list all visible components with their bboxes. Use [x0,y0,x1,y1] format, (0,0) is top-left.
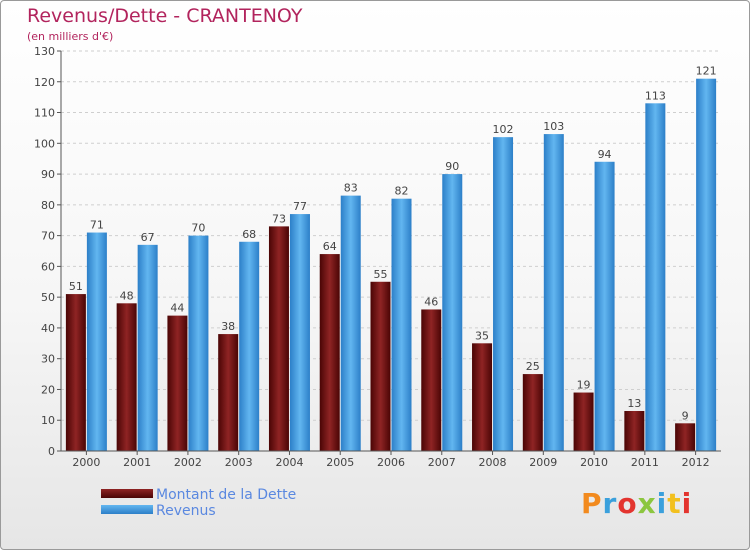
data-label-debt: 73 [272,212,286,225]
data-label-revenus: 121 [696,65,717,78]
bar-revenus [239,241,260,451]
x-tick-label: 2003 [225,456,253,469]
bar-debt [268,226,289,451]
y-tick-label: 120 [34,76,55,89]
data-label-revenus: 90 [445,160,459,173]
data-label-revenus: 94 [598,148,612,161]
logo-letter: i [681,487,693,520]
data-label-debt: 55 [374,268,388,281]
bar-debt [65,294,86,451]
data-label-debt: 38 [221,320,235,333]
logo-letter: i [656,487,668,520]
y-tick-label: 110 [34,107,55,120]
y-tick-label: 40 [41,322,55,335]
data-label-debt: 48 [120,289,134,302]
bar-revenus [442,174,463,452]
data-label-revenus: 71 [90,219,104,232]
data-label-revenus: 103 [543,120,564,133]
bar-revenus [86,232,107,451]
legend-label-debt: Montant de la Dette [156,487,297,503]
x-tick-label: 2001 [123,456,151,469]
y-tick-label: 30 [41,353,55,366]
data-label-debt: 35 [475,329,489,342]
bar-debt [472,343,493,451]
x-tick-label: 2004 [275,456,303,469]
x-tick-label: 2011 [631,456,659,469]
data-label-debt: 25 [526,360,540,373]
logo-letter: r [602,487,618,520]
data-label-revenus: 83 [344,182,358,195]
data-label-debt: 64 [323,240,337,253]
bar-debt [319,254,340,451]
y-tick-label: 20 [41,383,55,396]
x-tick-label: 2006 [377,456,405,469]
x-tick-label: 2008 [479,456,507,469]
y-tick-label: 90 [41,168,55,181]
bar-revenus [645,103,666,452]
chart-subtitle: (en milliers d'€) [27,30,114,43]
bar-debt [522,374,543,451]
legend-label-revenus: Revenus [156,503,216,519]
data-label-debt: 51 [69,280,83,293]
y-tick-label: 70 [41,230,55,243]
bar-debt [116,303,137,451]
data-label-revenus: 67 [141,231,155,244]
bar-debt [675,423,696,451]
bar-revenus [137,244,158,451]
y-tick-label: 100 [34,137,55,150]
bar-revenus [493,137,514,451]
x-tick-label: 2009 [529,456,557,469]
data-label-debt: 13 [627,397,641,410]
x-tick-label: 2012 [682,456,710,469]
chart-title: Revenus/Dette - CRANTENOY [27,5,303,27]
bar-revenus [188,235,209,451]
legend-swatch-debt [101,489,153,498]
proxiti-logo: Proxiti [581,487,692,520]
bar-debt [573,392,594,451]
logo-letter: P [581,487,603,520]
data-label-debt: 9 [682,409,689,422]
data-label-debt: 46 [424,295,438,308]
x-tick-label: 2002 [174,456,202,469]
x-tick-label: 2010 [580,456,608,469]
x-tick-label: 2000 [72,456,100,469]
bar-debt [421,309,442,451]
bar-revenus [340,195,361,451]
logo-letter: o [617,487,638,520]
data-label-debt: 44 [170,302,184,315]
bar-debt [370,281,391,451]
legend-swatch-revenus [101,505,153,514]
data-label-revenus: 77 [293,200,307,213]
bar-revenus [289,214,310,451]
y-tick-label: 0 [48,445,55,458]
y-tick-label: 50 [41,291,55,304]
x-tick-label: 2007 [428,456,456,469]
bar-revenus [696,78,717,451]
data-label-revenus: 82 [395,185,409,198]
data-label-revenus: 102 [493,123,514,136]
data-label-revenus: 113 [645,89,666,102]
y-tick-label: 60 [41,260,55,273]
data-label-debt: 19 [577,379,591,392]
y-tick-label: 130 [34,45,55,58]
bar-revenus [543,134,564,452]
bar-debt [167,315,188,451]
bar-revenus [594,161,615,451]
y-tick-label: 10 [41,414,55,427]
data-label-revenus: 70 [191,222,205,235]
bar-revenus [391,198,412,451]
y-tick-label: 80 [41,199,55,212]
bar-debt [218,334,239,451]
logo-letter: x [637,487,657,520]
bar-debt [624,411,645,451]
data-label-revenus: 68 [242,228,256,241]
x-tick-label: 2005 [326,456,354,469]
logo-letter: t [667,487,682,520]
